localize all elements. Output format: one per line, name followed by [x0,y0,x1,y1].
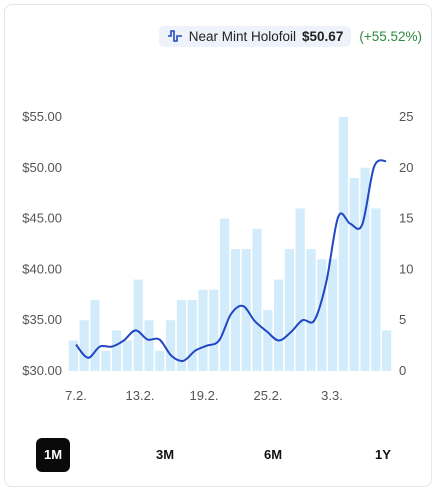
volume-bar [306,249,316,371]
volume-bar [101,350,111,371]
x-tick-label: 3.3. [321,388,343,403]
volume-bar [209,289,219,371]
tab-6m[interactable]: 6M [263,447,283,462]
y-right-tick-label: 15 [399,211,413,226]
volume-bar [155,350,165,371]
price-line-icon [167,30,182,42]
volume-bar [198,289,208,371]
legend-price-change: (+55.52%) [359,28,422,44]
price-line [75,159,387,363]
range-tabs: 1M 3M 6M 1Y [36,438,396,472]
volume-bar [360,167,370,371]
x-tick-label: 25.2. [254,388,283,403]
legend-series-label: Near Mint Holofoil [188,28,297,44]
y-left-tick-label: $35.00 [22,312,62,327]
volume-bar [274,279,284,371]
volume-bar [79,320,89,371]
y-left-tick-label: $45.00 [22,211,62,226]
chart-legend[interactable]: Near Mint Holofoil $50.67 (+55.52%) [158,23,422,49]
volume-bar [382,330,392,371]
tab-3m[interactable]: 3M [155,447,175,462]
y-right-tick-label: 5 [399,312,406,327]
volume-bar [112,330,122,371]
y-left-tick-label: $40.00 [22,261,62,276]
volume-bar [133,279,143,371]
x-tick-label: 7.2. [65,388,87,403]
volume-bar [90,299,100,371]
y-right-tick-label: 0 [399,363,406,378]
volume-bar [176,299,186,371]
tab-1y[interactable]: 1Y [375,447,391,462]
volume-bars [68,117,392,371]
y-right-tick-label: 20 [399,160,413,175]
volume-bar [295,208,305,371]
x-tick-label: 13.2. [126,388,155,403]
volume-bar [220,218,230,371]
volume-bar [263,310,273,371]
volume-bar [144,320,154,371]
tab-1m[interactable]: 1M [36,438,70,472]
y-left-tick-label: $50.00 [22,160,62,175]
volume-bar [122,340,132,371]
volume-bar [328,259,338,371]
y-axis-left: $30.00 $35.00 $40.00 $45.00 $50.00 $55.00 [22,109,62,378]
volume-bar [371,208,381,371]
volume-bar [187,299,197,371]
volume-bar [338,117,348,371]
y-right-tick-label: 25 [399,109,413,124]
volume-bar [317,259,327,371]
legend-price: $50.67 [302,28,344,44]
x-tick-label: 19.2. [190,388,219,403]
volume-bar [252,228,262,371]
volume-bar [284,249,294,371]
volume-bar [166,320,176,371]
y-axis-right: 0 5 10 15 20 25 [399,109,413,378]
y-right-tick-label: 10 [399,261,413,276]
y-left-tick-label: $55.00 [22,109,62,124]
legend-series-pill[interactable]: Near Mint Holofoil $50.67 [158,25,352,47]
x-axis: 7.2. 13.2. 19.2. 25.2. 3.3. [65,388,343,403]
y-left-tick-label: $30.00 [22,363,62,378]
volume-bar [349,177,359,371]
volume-bar [68,340,78,371]
